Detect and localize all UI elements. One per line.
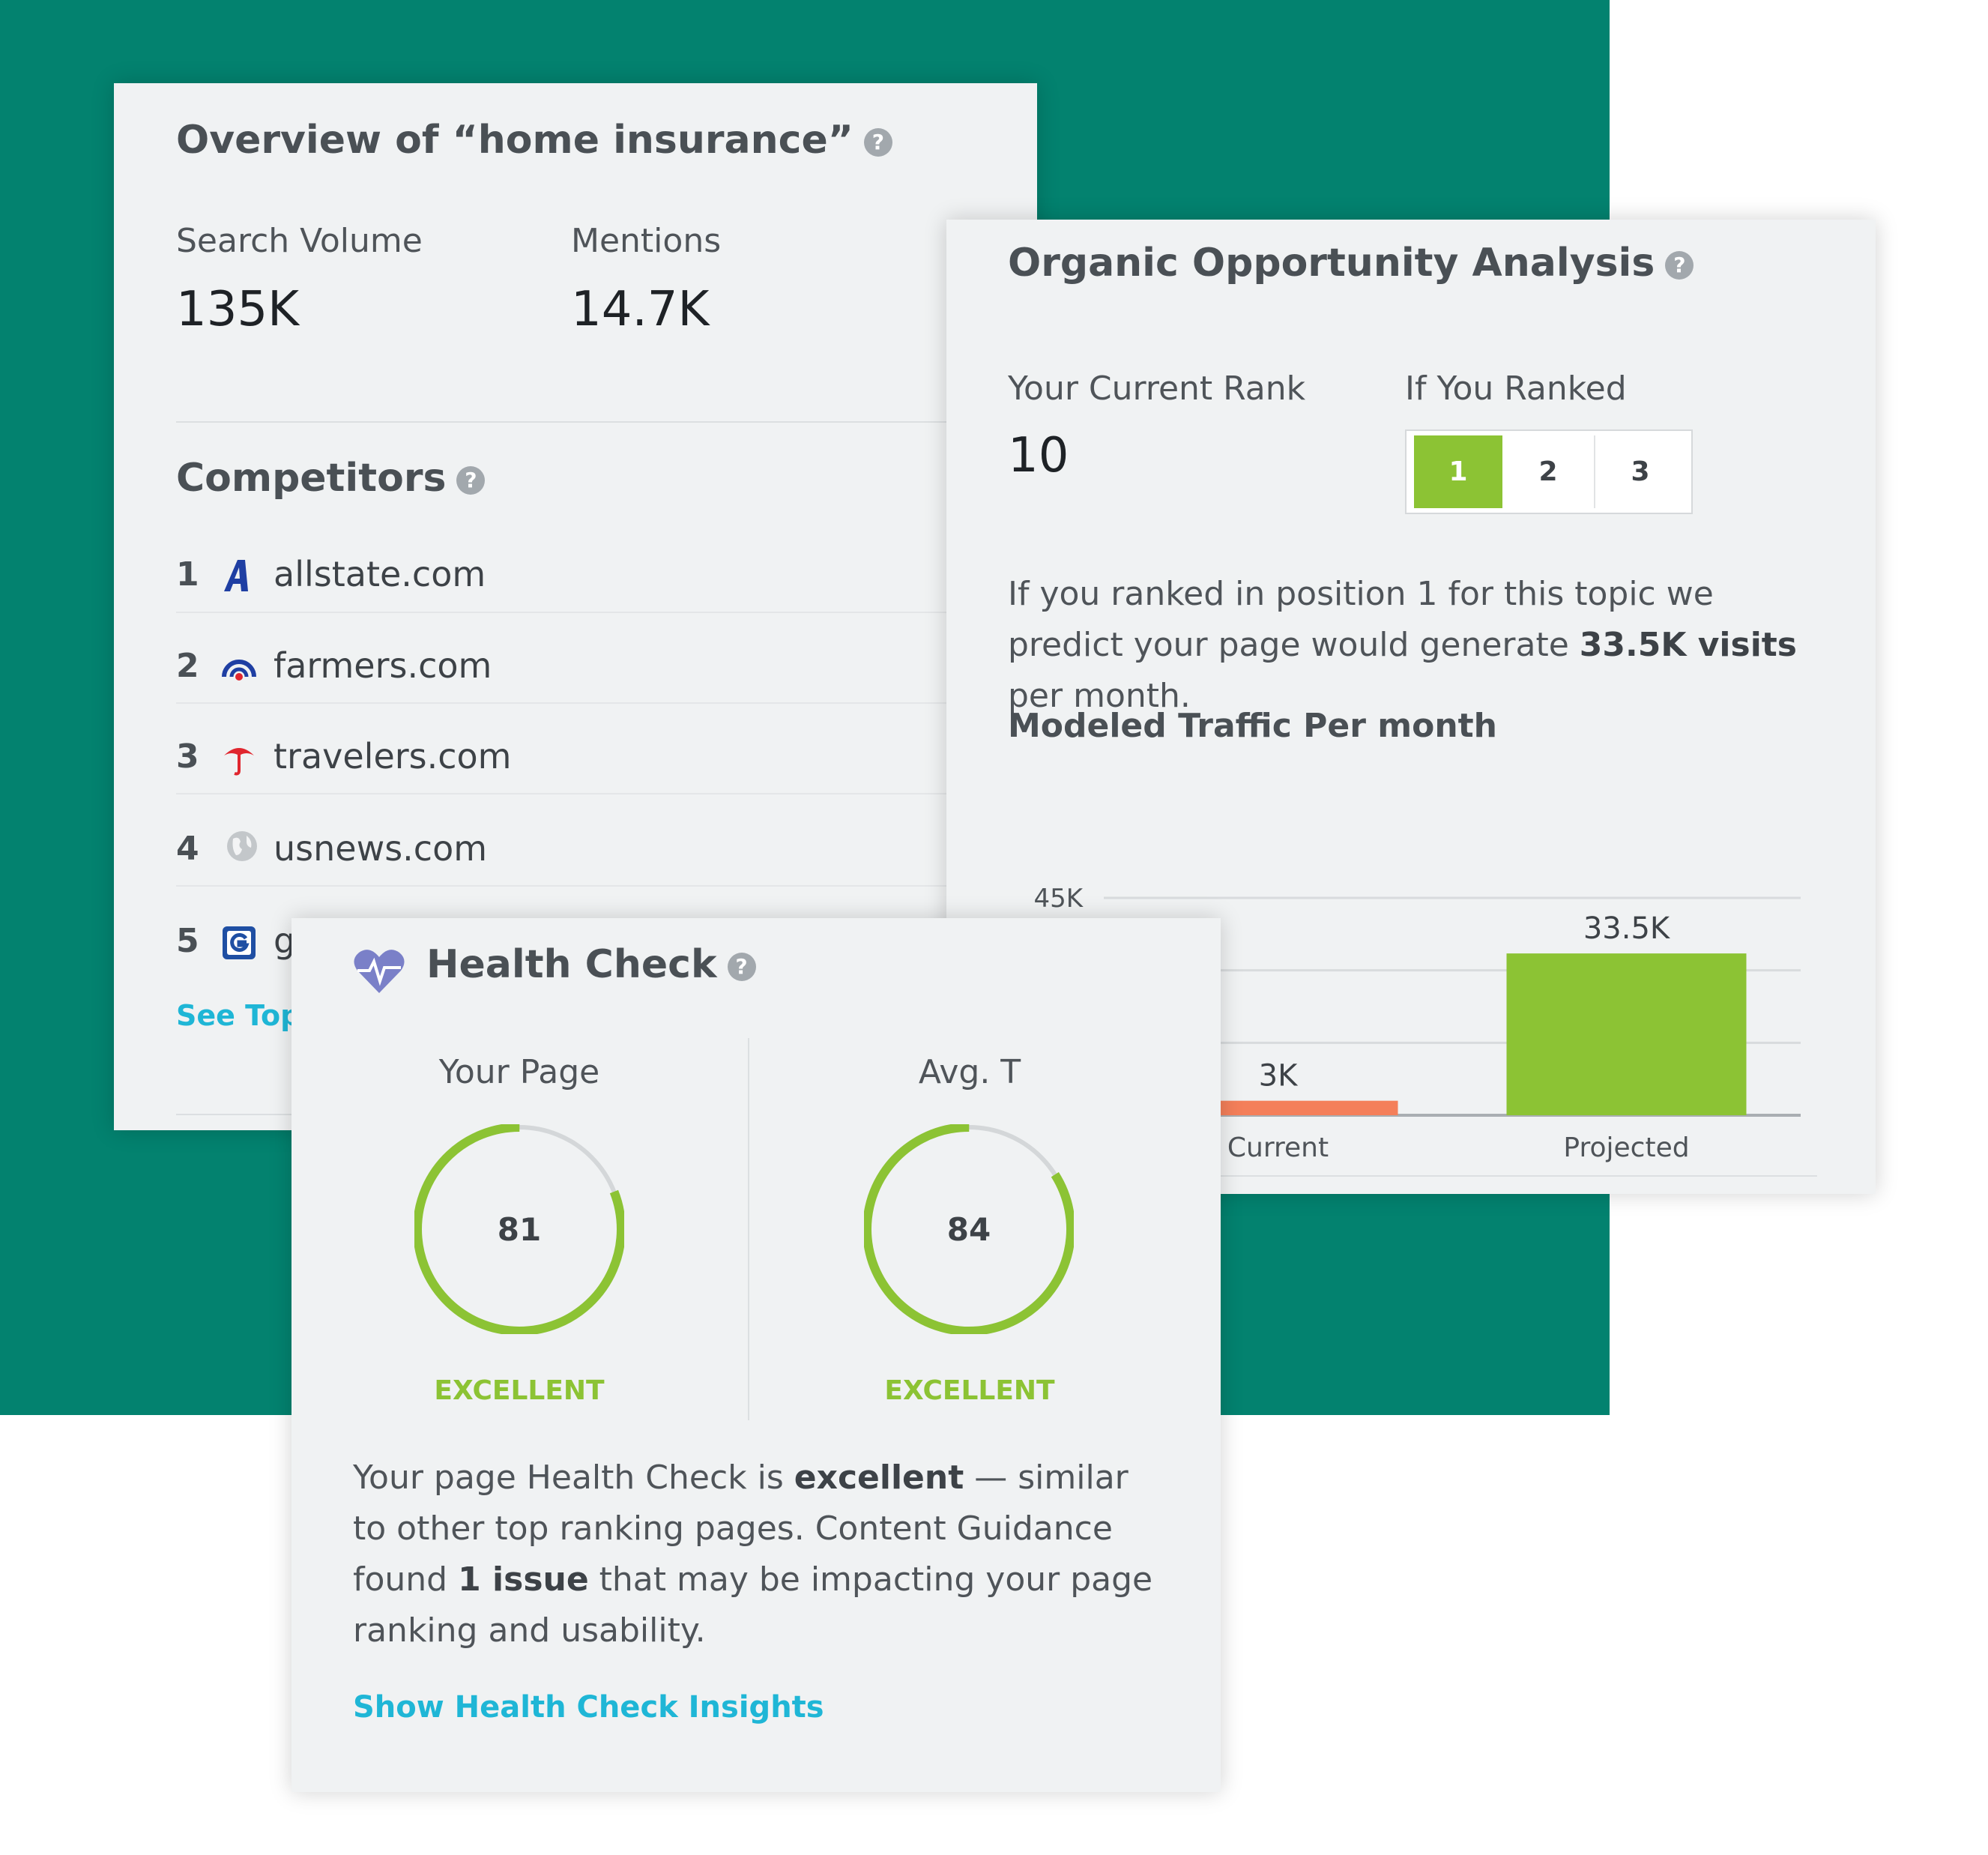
description-text: that may be impacting your page ranking … bbox=[353, 1560, 1153, 1650]
bar-value-label: 33.5K bbox=[1583, 911, 1671, 946]
rank-separator bbox=[1594, 435, 1595, 508]
overview-divider bbox=[176, 421, 1037, 423]
overview-title: Overview of “home insurance”? bbox=[176, 118, 892, 163]
competitor-row-5[interactable]: 5 g bbox=[176, 914, 401, 974]
show-health-check-insights-link[interactable]: Show Health Check Insights bbox=[353, 1690, 824, 1725]
row-divider bbox=[176, 793, 1037, 794]
health-check-card: Health Check? Your Page 81 EXCELLENT Avg… bbox=[291, 918, 1221, 1792]
competitor-domain[interactable]: usnews.com bbox=[274, 828, 488, 869]
help-icon[interactable]: ? bbox=[863, 128, 892, 157]
competitor-rank: 3 bbox=[176, 738, 199, 776]
description-text: Your page Health Check is bbox=[353, 1459, 794, 1497]
rank-selector: 1 2 3 bbox=[1405, 429, 1693, 514]
description-visits: 33.5K visits bbox=[1579, 626, 1797, 664]
competitor-rank: 1 bbox=[176, 555, 199, 594]
your-page-status: EXCELLENT bbox=[434, 1375, 605, 1406]
help-icon[interactable]: ? bbox=[456, 466, 486, 495]
description-text: — similar to other top ranking pages. Co… bbox=[353, 1459, 1129, 1599]
y-tick-label: 45K bbox=[1033, 884, 1084, 914]
your-page-score: 81 bbox=[498, 1211, 541, 1248]
x-category-label: Projected bbox=[1563, 1132, 1689, 1163]
mentions-value: 14.7K bbox=[571, 282, 710, 337]
description-text: If you ranked in position 1 for this top… bbox=[1008, 575, 1714, 664]
search-volume-value: 135K bbox=[176, 282, 300, 337]
competitor-row-2[interactable]: 2 farmers.com bbox=[176, 639, 1037, 699]
competitor-row-4[interactable]: 4 usnews.com bbox=[176, 822, 1037, 882]
gauge-arc bbox=[864, 1124, 1074, 1334]
competitor-rank: 5 bbox=[176, 922, 199, 960]
organic-title: Organic Opportunity Analysis? bbox=[1008, 241, 1694, 286]
organic-bottom-divider bbox=[1008, 1175, 1817, 1177]
overview-title-text: Overview of “home insurance” bbox=[176, 118, 853, 163]
your-page-score-gauge: 81 bbox=[414, 1124, 624, 1334]
competitor-rank: 2 bbox=[176, 647, 199, 685]
description-excellent: excellent bbox=[794, 1459, 964, 1497]
search-volume-label: Search Volume bbox=[176, 222, 423, 260]
mentions-label: Mentions bbox=[571, 222, 722, 260]
organic-title-text: Organic Opportunity Analysis bbox=[1008, 241, 1655, 286]
globe-icon bbox=[227, 831, 257, 861]
traffic-chart-title: Modeled Traffic Per month bbox=[1008, 707, 1497, 745]
current-rank-label: Your Current Rank bbox=[1008, 370, 1306, 408]
health-check-title-text: Health Check bbox=[426, 942, 717, 987]
gauge-arc bbox=[414, 1124, 624, 1334]
description-issue-count: 1 issue bbox=[458, 1560, 589, 1599]
competitor-domain[interactable]: farmers.com bbox=[274, 645, 492, 686]
health-check-title: Health Check? bbox=[426, 942, 756, 987]
competitor-domain[interactable]: allstate.com bbox=[274, 554, 486, 594]
gauge-divider bbox=[748, 1038, 749, 1420]
competitors-title-text: Competitors bbox=[176, 456, 447, 501]
rank-option-2[interactable]: 2 bbox=[1538, 456, 1558, 487]
your-page-label: Your Page bbox=[438, 1053, 600, 1091]
description-text: per month. bbox=[1008, 677, 1191, 715]
travelers-umbrella-icon bbox=[224, 748, 254, 776]
opportunity-description: If you ranked in position 1 for this top… bbox=[1008, 569, 1817, 722]
avg-score: 84 bbox=[947, 1211, 991, 1248]
g-logo-icon bbox=[223, 926, 256, 959]
competitor-row-3[interactable]: 3 travelers.com bbox=[176, 730, 1037, 790]
bar-value-label: 3K bbox=[1259, 1059, 1299, 1094]
competitor-domain[interactable]: travelers.com bbox=[274, 736, 512, 776]
rank-option-3[interactable]: 3 bbox=[1631, 456, 1650, 487]
row-divider bbox=[176, 702, 1037, 704]
avg-status: EXCELLENT bbox=[884, 1375, 1055, 1406]
bar-projected bbox=[1506, 953, 1747, 1115]
avg-top-label: Avg. T bbox=[918, 1053, 1021, 1091]
heart-pulse-icon bbox=[354, 950, 405, 993]
competitor-rank: 4 bbox=[176, 830, 199, 868]
farmers-logo-icon bbox=[222, 660, 256, 681]
if-ranked-label: If You Ranked bbox=[1405, 370, 1627, 408]
row-divider bbox=[176, 612, 1037, 613]
rank-option-1[interactable]: 1 bbox=[1414, 435, 1502, 508]
help-icon[interactable]: ? bbox=[1665, 251, 1694, 280]
health-description: Your page Health Check is excellent — si… bbox=[353, 1453, 1170, 1656]
avg-score-gauge: 84 bbox=[864, 1124, 1074, 1334]
x-category-label: Current bbox=[1227, 1132, 1329, 1163]
competitors-title: Competitors? bbox=[176, 456, 486, 501]
help-icon[interactable]: ? bbox=[727, 953, 756, 981]
allstate-logo-icon bbox=[224, 560, 248, 591]
competitor-row-1[interactable]: 1 allstate.com bbox=[176, 548, 1037, 608]
current-rank-value: 10 bbox=[1008, 428, 1069, 483]
row-divider bbox=[176, 885, 1037, 887]
